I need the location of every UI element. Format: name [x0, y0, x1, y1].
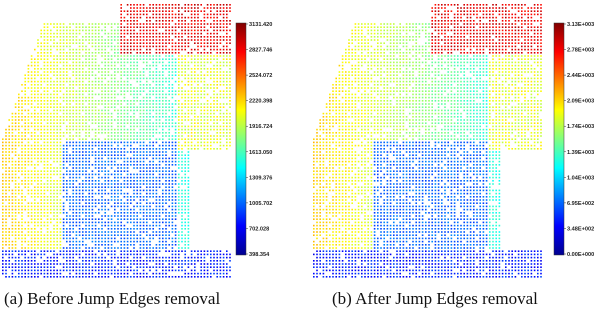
colorbar-tick-label: 2.78E+003	[567, 48, 594, 54]
colorbar-tick-label: 2220.398	[249, 99, 272, 105]
point-cloud-image-after: 3.13E+003 2.78E+003 2.44E+003 2.09E+003 1.74…	[313, 4, 594, 278]
caption-before: (a) Before Jump Edges removal	[4, 289, 221, 308]
colorbar-tick-label: 1005.702	[249, 201, 272, 207]
colorbar-tick-label: 3.48E+002	[567, 226, 594, 232]
colorbar-tick-label: 0.00E+000	[567, 252, 594, 258]
colorbar-tick-label: 2524.072	[249, 73, 272, 79]
colorbar-tick-label: 3.13E+003	[567, 22, 594, 28]
colorbar-tick-label: 2.09E+003	[567, 99, 594, 105]
point-cloud	[2, 4, 231, 278]
point-cloud	[313, 4, 542, 278]
colorbar-tick-label: 3131.420	[249, 22, 272, 28]
colorbar-tick-label: 702.028	[249, 226, 269, 232]
colorbar	[553, 22, 565, 256]
colorbar-tick-label: 398.354	[249, 252, 270, 258]
colorbar	[235, 22, 247, 256]
colorbar-tick-label: 1.04E+003	[567, 175, 594, 181]
colorbar-tick-label: 1613.050	[249, 150, 272, 156]
colorbar-tick-label: 1.74E+003	[567, 124, 594, 130]
caption-after: (b) After Jump Edges removal	[332, 289, 538, 308]
panel-after-jump-edges: 3.13E+003 2.78E+003 2.44E+003 2.09E+003 1.74…	[311, 0, 611, 320]
colorbar-tick-label: 1916.724	[249, 124, 273, 130]
panel-before-jump-edges: 3131.420 2827.746 2524.072 2220.398 1916.724…	[0, 0, 300, 320]
colorbar-tick-label: 1309.376	[249, 175, 272, 181]
colorbar-tick-label: 6.95E+002	[567, 201, 594, 207]
point-cloud-image-before: 3131.420 2827.746 2524.072 2220.398 1916.724…	[2, 4, 273, 278]
colorbar-tick-label: 1.39E+003	[567, 150, 594, 156]
colorbar-tick-label: 2.44E+003	[567, 73, 594, 79]
colorbar-tick-label: 2827.746	[249, 48, 272, 54]
